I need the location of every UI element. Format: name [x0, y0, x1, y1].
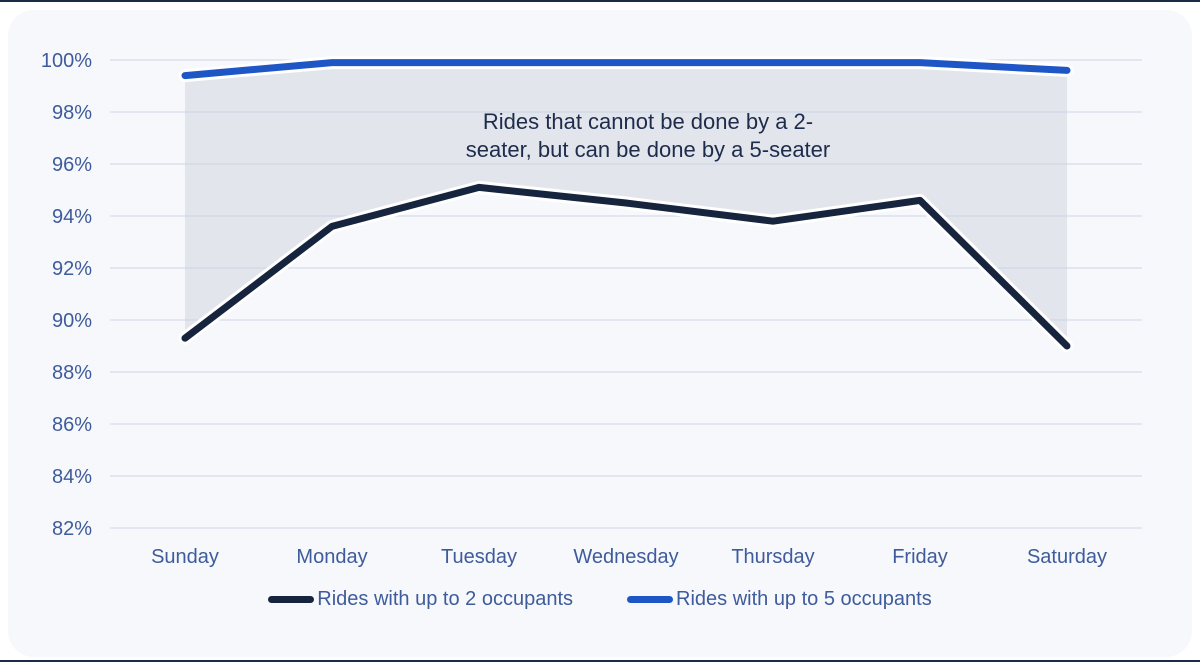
- legend-item-2-occupants: Rides with up to 2 occupants: [268, 588, 573, 611]
- legend-swatch-2-occupants: [268, 596, 315, 603]
- x-axis-label: Saturday: [1027, 546, 1107, 568]
- window-bottom-edge: [0, 660, 1200, 662]
- between-series-area: [185, 62, 1067, 346]
- series-line-1: [181, 59, 1071, 80]
- x-axis-label: Tuesday: [441, 546, 517, 568]
- x-axis-label: Friday: [892, 546, 948, 568]
- window-top-edge: [0, 0, 1200, 2]
- y-axis-tick-label: 92%: [52, 258, 92, 280]
- legend-label-5-occupants: Rides with up to 5 occupants: [676, 588, 932, 610]
- y-axis-tick-label: 84%: [52, 466, 92, 488]
- area-annotation: Rides that cannot be done by a 2- seater…: [348, 108, 948, 164]
- legend-item-5-occupants: Rides with up to 5 occupants: [627, 588, 932, 611]
- series-line-0: [181, 183, 1071, 350]
- x-axis-label: Thursday: [731, 546, 814, 568]
- legend-label-2-occupants: Rides with up to 2 occupants: [317, 588, 573, 610]
- x-axis-label: Wednesday: [573, 546, 678, 568]
- x-axis-label: Monday: [296, 546, 367, 568]
- legend-swatch-5-occupants: [627, 596, 673, 603]
- x-axis-label: Sunday: [151, 546, 219, 568]
- y-axis-tick-label: 98%: [52, 102, 92, 124]
- annotation-line2: seater, but can be done by a 5-seater: [465, 137, 831, 162]
- legend: Rides with up to 2 occupants Rides with …: [0, 588, 1200, 611]
- y-axis-tick-label: 86%: [52, 414, 92, 436]
- annotation-line1: Rides that cannot be done by a 2-: [482, 109, 814, 134]
- y-axis-tick-label: 90%: [52, 310, 92, 332]
- y-axis-tick-label: 96%: [52, 154, 92, 176]
- y-axis-tick-label: 94%: [52, 206, 92, 228]
- y-axis-tick-label: 100%: [41, 50, 92, 72]
- y-axis-tick-label: 88%: [52, 362, 92, 384]
- y-axis-tick-label: 82%: [52, 518, 92, 540]
